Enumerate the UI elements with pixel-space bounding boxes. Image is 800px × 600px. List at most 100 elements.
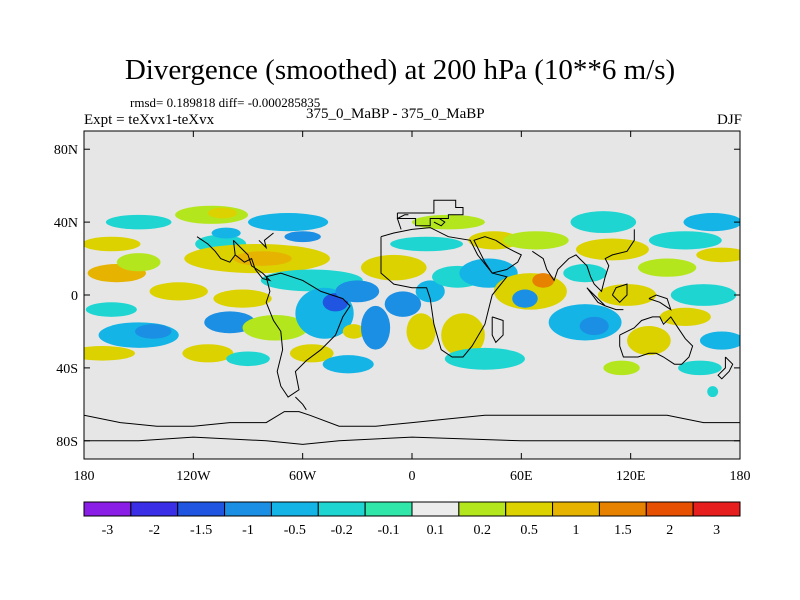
field-blob [579, 316, 609, 336]
y-tick-label: 40S [56, 362, 78, 377]
colorbar-swatch [598, 501, 647, 517]
colorbar-swatch [552, 501, 600, 517]
colorbar-label: -2 [148, 523, 160, 538]
field-blob [532, 273, 555, 288]
coastline [611, 283, 628, 304]
field-blob [149, 282, 208, 301]
x-tick-label: 180 [730, 469, 751, 484]
field-blob [213, 289, 272, 308]
field-blob [84, 236, 141, 252]
colorbar-swatch [692, 501, 741, 517]
colorbar-swatch [645, 501, 694, 517]
field-blob [406, 313, 436, 350]
colorbar-label: 0.5 [520, 523, 538, 538]
continent-outlines [84, 199, 740, 445]
x-tick-label: 60E [510, 469, 533, 484]
field-blob [648, 231, 722, 250]
colorbar-label: -1 [242, 523, 254, 538]
field-blob [242, 315, 309, 341]
coastline [605, 305, 624, 311]
field-blob [503, 231, 569, 250]
field-blob [135, 324, 172, 339]
y-tick-label: 0 [71, 289, 78, 304]
field-blob [637, 258, 697, 277]
coastline [196, 236, 236, 263]
field-blob [696, 247, 740, 263]
x-tick-label: 60W [289, 469, 317, 484]
colorbar-swatch [270, 501, 319, 517]
field-blob [207, 207, 238, 219]
colorbar-swatch [130, 501, 179, 517]
coastline [380, 227, 508, 358]
field-blob [342, 324, 365, 339]
field-blob [659, 307, 711, 326]
coastline [532, 229, 635, 293]
season-label: DJF [716, 112, 742, 128]
coastline [258, 232, 274, 250]
field-blob [360, 305, 391, 350]
field-blob [84, 346, 136, 361]
coastline [265, 272, 351, 398]
field-blob [627, 325, 671, 356]
y-tick-label: 40N [54, 216, 78, 231]
coastline [295, 396, 307, 411]
x-tick-label: 120W [176, 469, 211, 484]
colorbar: -3 -2 -1.5 -1 -0.5 -0.2 -0.1 0.1 0.2 0.5 1 1.5 2 3 [83, 501, 741, 538]
colorbar-swatch [458, 501, 507, 517]
colorbar-label: -0.5 [284, 523, 306, 538]
chart-title: Divergence (smoothed) at 200 hPa (10**6 … [124, 54, 676, 86]
coastline [232, 239, 272, 282]
colorbar-swatch [317, 501, 366, 517]
coastline [717, 356, 734, 380]
field-blob [670, 284, 737, 306]
colorbar-label: 3 [713, 523, 720, 538]
field-blob [284, 231, 321, 243]
field-blob [226, 351, 270, 367]
coastline [433, 218, 446, 227]
field-blob [683, 213, 740, 232]
field-blob [116, 253, 161, 272]
field-blob [444, 347, 525, 370]
field-blob [211, 227, 241, 239]
field-blob [603, 360, 640, 376]
coastline [619, 316, 694, 365]
x-tick-label: 120E [616, 469, 646, 484]
stats-label: rmsd= 0.189818 diff= -0.000285835 [130, 95, 321, 110]
colorbar-label: -0.2 [331, 523, 353, 538]
field-blob [512, 289, 538, 308]
experiment-label: Expt = teXvx1-teXvx [84, 112, 215, 128]
y-tick-label: 80N [54, 143, 78, 158]
colorbar-label: 0.2 [474, 523, 492, 538]
field-blob [248, 213, 329, 232]
coastline [396, 214, 409, 230]
colorbar-swatch [411, 501, 460, 517]
field-blob [707, 386, 719, 398]
field-blob [576, 238, 649, 261]
field-blob [85, 302, 137, 317]
colorbar-label: 1.5 [614, 523, 632, 538]
field-blob [204, 311, 256, 334]
axis-ticks: 180 120W 60W 0 60E 120E 180 80N 40N 0 40S 80S [54, 131, 751, 484]
colorbar-label: -0.1 [377, 523, 399, 538]
case-label: 375_0_MaBP - 375_0_MaBP [306, 106, 485, 122]
coastline [84, 411, 740, 427]
field-blob [233, 251, 292, 266]
field-blob [415, 280, 445, 303]
x-tick-label: 180 [74, 469, 95, 484]
colorbar-label: -1.5 [190, 523, 212, 538]
colorbar-swatch [224, 501, 272, 517]
field-blob [360, 254, 427, 281]
colorbar-swatch [505, 501, 554, 517]
colorbar-label: -3 [102, 523, 114, 538]
colorbar-label: 1 [573, 523, 580, 538]
field-blob [335, 280, 380, 303]
field-blob [441, 313, 485, 357]
divergence-field [84, 205, 740, 398]
colorbar-swatch [83, 501, 132, 517]
coastline [491, 316, 504, 344]
field-blob [699, 331, 740, 350]
coastline [396, 199, 464, 227]
coastline [648, 294, 672, 311]
field-blob [678, 360, 722, 376]
